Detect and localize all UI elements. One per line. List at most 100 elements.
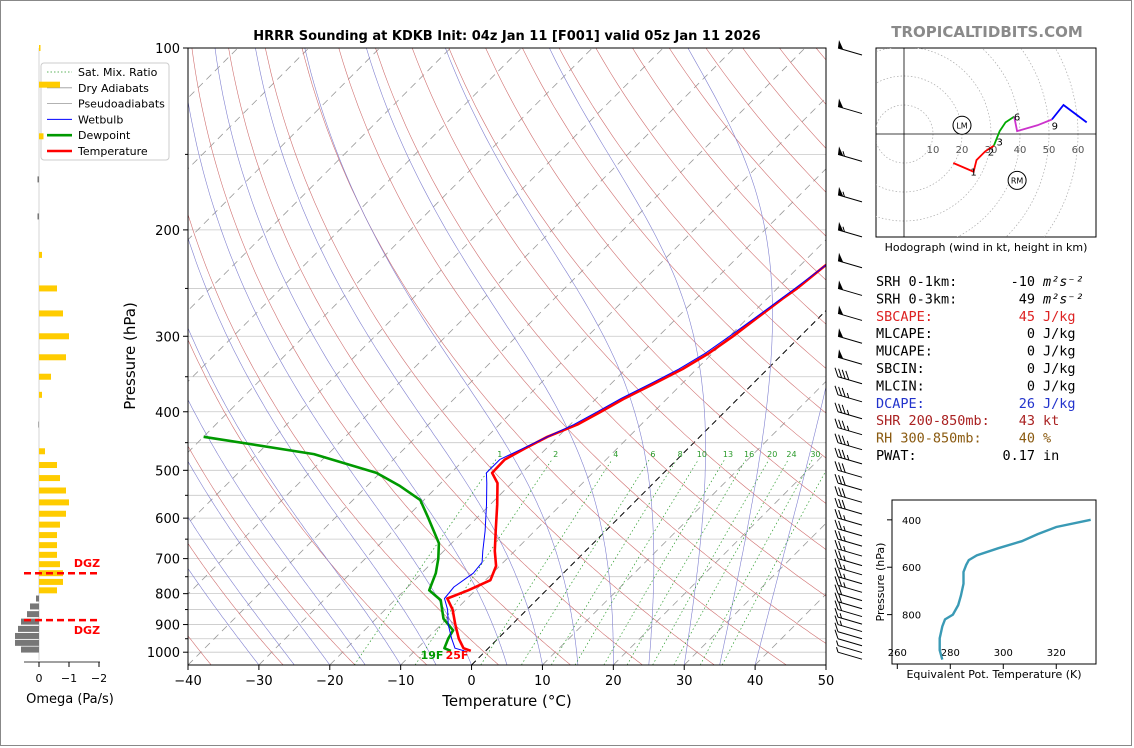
watermark: TROPICALTIDBITS.COM	[891, 23, 1083, 41]
wind-barb	[834, 615, 863, 633]
barb-flag	[841, 420, 846, 430]
barb-flag	[834, 508, 839, 519]
omega-bar	[39, 310, 63, 317]
mixing-ratio-line	[521, 459, 650, 665]
omega-bar	[39, 285, 57, 292]
wind-barb	[834, 508, 863, 526]
mixing-ratio-line	[699, 459, 813, 665]
index-row: SRH 0-1km: -10 m²s⁻²	[876, 274, 1084, 290]
moist-adiabat	[188, 516, 295, 665]
barb-flag	[838, 462, 843, 472]
index-label: PWAT:	[876, 448, 917, 464]
barb-half-flag	[839, 620, 843, 626]
skewt-traces	[203, 263, 826, 653]
barb-staff	[837, 442, 863, 451]
omega-bar	[39, 521, 60, 528]
barb-half-flag	[843, 555, 846, 561]
legend-label: Temperature	[77, 145, 148, 158]
mixing-ratio-label: 8	[678, 450, 683, 459]
index-label: SBCAPE:	[876, 309, 933, 325]
omega-tick-label: −1	[61, 672, 77, 685]
hodograph-frame	[875, 47, 1097, 238]
barb-staff	[837, 601, 863, 610]
barb-staff	[837, 456, 863, 465]
index-row: DCAPE: 26 J/kg	[876, 396, 1076, 412]
index-label: MLCAPE:	[876, 326, 933, 342]
barb-staff	[837, 47, 863, 56]
barb-staff	[837, 616, 863, 625]
barb-flag	[834, 530, 839, 540]
barb-half-flag	[842, 151, 845, 157]
height-label: 1	[970, 168, 976, 179]
index-label: RH 300-850mb:	[876, 431, 982, 447]
omega-tick-label: −2	[91, 672, 107, 685]
index-value: 45	[1019, 309, 1035, 325]
barb-staff	[837, 494, 863, 503]
wind-barb	[834, 600, 863, 618]
barb-pennant	[838, 186, 844, 197]
omega-bar	[39, 391, 42, 398]
barb-staff	[837, 609, 863, 618]
omega-bar	[39, 373, 51, 380]
barb-staff	[837, 482, 863, 491]
index-value: 26	[1019, 396, 1035, 412]
barb-flag	[834, 367, 839, 377]
mixing-ratio-label: 4	[613, 450, 618, 459]
wind-barb	[837, 146, 863, 162]
hodograph-ring-label: 60	[1072, 145, 1085, 156]
barb-half-flag	[836, 640, 839, 646]
moist-adiabat	[214, 48, 508, 665]
index-row: SHR 200-850mb: 43 kt	[876, 413, 1059, 429]
moist-adiabat	[366, 48, 614, 665]
moist-adiabat	[188, 327, 401, 665]
barb-flag	[834, 558, 839, 568]
mixing-ratio-label: 20	[767, 450, 777, 459]
barb-staff	[837, 411, 863, 420]
index-label: SHR 200-850mb:	[876, 413, 990, 429]
index-value: -10	[1011, 274, 1035, 290]
dgz-label: DGZ	[74, 557, 100, 570]
omega-bar	[30, 603, 39, 610]
dry-adiabat	[301, 48, 787, 665]
barb-half-flag	[836, 647, 839, 653]
barb-staff	[837, 517, 863, 526]
hodograph-ring-label: 40	[1014, 145, 1027, 156]
barb-half-flag	[843, 546, 846, 552]
moist-adiabat	[687, 48, 773, 665]
omega-bar	[39, 133, 44, 140]
index-value: 0	[1027, 344, 1035, 360]
dry-adiabat	[228, 48, 643, 665]
skewt-background-lines: 1 2 4 6 8 10 13 16 20 24 30 36	[188, 48, 826, 665]
storm-motion-marker	[952, 115, 972, 135]
barb-flag	[838, 448, 843, 459]
y-tick-label: 700	[155, 553, 180, 568]
barb-half-flag	[846, 409, 850, 416]
skewt-legend: Sat. Mix. Ratio Dry Adiabats Pseudoadiabat…	[40, 62, 170, 161]
omega-bar	[39, 462, 57, 469]
index-unit: in	[1043, 448, 1059, 464]
theta-y-tick-label: 400	[902, 516, 921, 527]
barb-half-flag	[846, 425, 850, 431]
index-unit: J/kg	[1043, 361, 1076, 377]
mixing-ratio-label: 6	[650, 450, 655, 459]
dry-adiabat	[188, 213, 499, 665]
omega-bar	[37, 213, 39, 220]
index-unit: J/kg	[1043, 326, 1076, 342]
index-row: RH 300-850mb: 40%	[876, 431, 1051, 447]
barb-flag	[834, 519, 839, 530]
moist-adiabat	[549, 48, 706, 665]
barb-pennant	[838, 146, 844, 156]
barb-flag	[834, 600, 839, 610]
wind-barbs	[834, 40, 863, 660]
wind-barb	[834, 622, 863, 640]
wind-barb	[837, 186, 863, 203]
barb-flag	[838, 419, 843, 429]
x-tick-label: 10	[534, 674, 551, 689]
omega-bar	[39, 561, 60, 568]
barb-flag	[838, 601, 843, 611]
index-value: 40	[1019, 431, 1035, 447]
barb-staff	[837, 651, 863, 660]
index-unit: %	[1043, 431, 1051, 447]
barb-flag	[841, 387, 846, 398]
y-tick-label: 900	[155, 619, 180, 634]
